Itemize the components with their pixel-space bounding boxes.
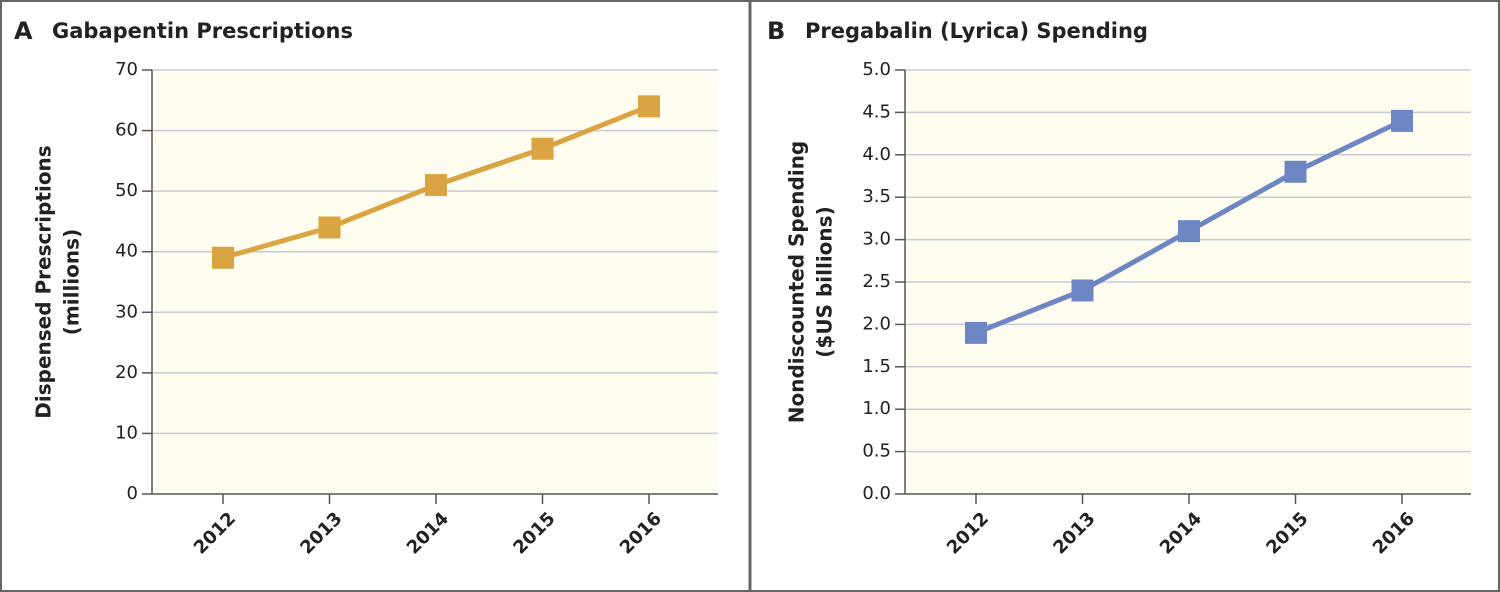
marker [965, 321, 987, 344]
y-axis-label: ($US billions) [813, 206, 837, 357]
y-tick-label: 4.5 [862, 101, 891, 122]
y-tick-label: 1.5 [862, 356, 891, 377]
marker [425, 174, 447, 197]
y-tick-label: 10 [115, 422, 138, 443]
y-tick-label: 2.5 [862, 271, 891, 292]
marker [1178, 220, 1200, 243]
marker [531, 137, 554, 160]
y-tick-label: 4.0 [862, 144, 891, 165]
y-tick-label: 3.5 [862, 186, 891, 207]
panel-label: A [14, 17, 33, 45]
y-tick-label: 60 [115, 120, 138, 141]
plot-area [152, 70, 718, 494]
y-tick-label: 3.0 [862, 229, 891, 250]
y-tick-label: 2.0 [862, 313, 891, 334]
y-tick-label: 40 [115, 241, 138, 262]
marker [318, 216, 341, 239]
y-tick-label: 5.0 [862, 59, 891, 80]
y-tick-label: 0.5 [862, 441, 891, 462]
y-axis-label: (millions) [60, 229, 84, 335]
y-tick-label: 30 [115, 301, 138, 322]
chart-title: Pregabalin (Lyrica) Spending [805, 19, 1148, 43]
y-tick-label: 50 [115, 180, 138, 201]
y-tick-label: 0 [127, 483, 138, 504]
marker [212, 246, 234, 269]
y-tick-label: 0.0 [862, 483, 891, 504]
marker [638, 95, 660, 118]
y-axis-label: Dispensed Prescriptions [32, 145, 56, 418]
marker [1071, 279, 1094, 302]
marker [1391, 109, 1413, 132]
y-tick-label: 20 [115, 362, 138, 383]
y-axis-label: Nondiscounted Spending [785, 141, 809, 424]
panel-label: B [767, 17, 785, 45]
y-tick-label: 1.0 [862, 398, 891, 419]
y-tick-label: 70 [115, 59, 138, 80]
marker [1284, 160, 1307, 183]
chart-title: Gabapentin Prescriptions [52, 19, 353, 43]
